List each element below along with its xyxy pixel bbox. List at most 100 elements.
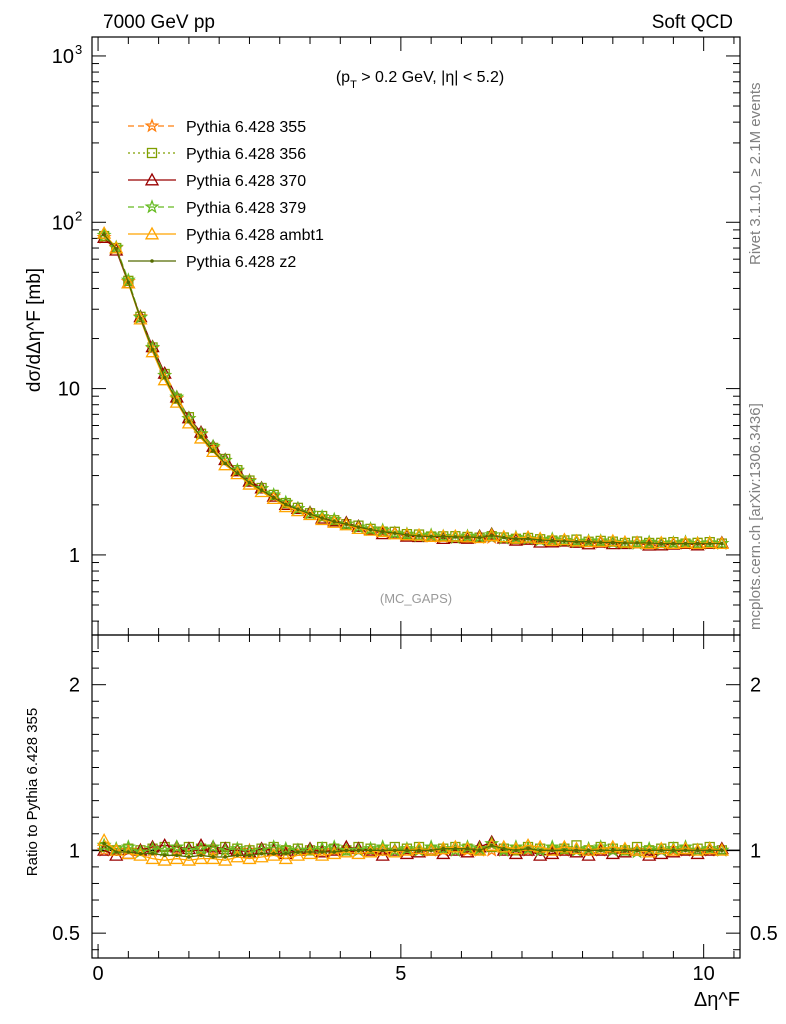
data-point [133,311,148,325]
ratio-y-tick-label-left: 0.5 [52,923,80,945]
ratio-point [271,851,276,856]
data-point [417,534,421,538]
main-y-tick-label-exponent: 3 [75,42,82,57]
ratio-ylabel: Ratio to Pythia 6.428 355 [24,708,41,876]
header: 7000 GeV pp Soft QCD [103,12,733,33]
data-point [218,457,233,471]
legend-marker [144,118,160,133]
legend-marker [144,199,160,214]
data-point [550,538,555,543]
ratio-point [308,850,312,854]
header-right: Soft QCD [652,12,733,33]
data-point [654,535,669,549]
data-point [157,372,172,386]
x-tick-label: 10 [693,963,715,985]
main-y-tick-label: 10 [52,212,74,234]
data-point [174,399,179,403]
ratio-frame [91,634,741,959]
data-point [605,534,621,549]
data-point [441,534,446,539]
data-point [477,535,482,540]
ratio-point [387,844,402,858]
legend-entry: Pythia 6.428 379 [128,199,306,217]
ratio-point [283,851,288,856]
analysis-watermark: (MC_GAPS) [380,591,452,606]
ratio-point [211,855,215,859]
series-0 [96,229,730,550]
data-point [617,534,633,548]
ratio-point [508,841,524,855]
data-point [502,535,506,540]
data-point [356,525,361,529]
mcplots-label: mcplots.cern.ch [arXiv:1306.3436] [747,403,764,630]
legend-marker [146,147,158,159]
data-point [678,535,693,549]
data-point [97,225,112,239]
ratio-point [223,855,228,859]
main-series [96,225,730,551]
ratio-point [405,848,409,853]
ratio-point [290,847,306,861]
ratio-point [235,853,240,858]
side-labels: Rivet 3.1.10, ≥ 2.1M events mcplots.cern… [747,83,764,631]
series-line [103,235,722,545]
ratio-y-tick-label-left: 1 [69,840,80,862]
ratio-point [586,848,591,853]
ratio-point [393,848,397,853]
ratio-point [157,852,172,866]
data-point [193,430,209,444]
ratio-point [332,850,337,854]
data-point [484,526,500,542]
cut-label-rest: > 0.2 GeV, |η| < 5.2) [357,69,504,86]
ratio-point [181,842,197,857]
ratio-y-tick-label-right: 1 [750,840,761,862]
data-point [150,347,155,352]
data-point [496,529,511,543]
ratio-point [678,841,693,855]
ratio-point [550,848,555,853]
cut-label-sub: T [350,79,357,91]
data-point [629,535,645,551]
data-point [230,466,245,480]
data-point [387,525,403,540]
ratio-point [526,846,530,851]
main-ylabel: dσ/dΔη^F [mb] [24,268,45,392]
series-1 [98,230,727,549]
ratio-point [169,851,184,865]
series-3 [96,227,730,551]
legend-label: Pythia 6.428 370 [186,173,306,190]
data-point [586,539,591,544]
ratio-point [350,842,366,857]
x-axis-label: Δη^F [694,989,740,1011]
ratio-point [169,839,185,854]
ratio-point [242,851,257,865]
data-point [598,540,603,545]
main-y-tick-label: 1 [69,545,80,567]
ratio-point [545,846,560,860]
cut-label: (pT > 0.2 GeV, |η| < 5.2) [336,69,504,91]
legend-marker [150,259,154,263]
ratio-point [338,842,354,857]
data-point [247,480,252,485]
ratio-point [157,842,173,857]
data-point [363,521,379,536]
ratio-point [206,851,221,865]
legend-label: Pythia 6.428 z2 [186,254,296,271]
data-point [121,275,136,289]
ratio-point [702,841,717,855]
data-point [199,434,203,439]
ratio-point [181,852,197,866]
ratio-point [326,839,342,854]
data-point [702,535,718,550]
data-point [126,280,131,285]
main-y-tick-label: 10 [58,379,80,401]
data-point [659,541,664,546]
ratio-point [502,846,506,851]
data-point [453,535,458,539]
x-tick-label: 0 [92,963,103,985]
ratio-point [193,840,209,856]
data-point [538,538,542,542]
ratio-point [380,848,385,853]
